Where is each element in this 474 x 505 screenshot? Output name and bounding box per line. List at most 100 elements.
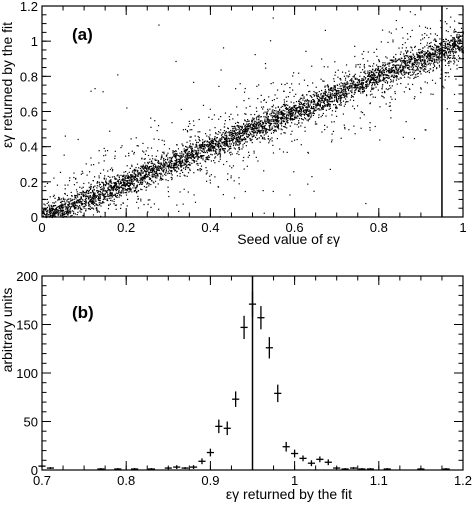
scatter-point bbox=[268, 120, 270, 122]
scatter-point bbox=[310, 101, 313, 103]
scatter-point bbox=[434, 51, 436, 53]
scatter-point bbox=[415, 76, 417, 78]
scatter-point bbox=[303, 96, 305, 98]
scatter-point bbox=[96, 211, 99, 213]
scatter-point bbox=[266, 112, 268, 115]
scatter-point bbox=[152, 158, 154, 160]
scatter-point bbox=[119, 183, 121, 185]
scatter-point bbox=[149, 177, 151, 179]
scatter-point bbox=[144, 153, 147, 155]
scatter-point bbox=[240, 126, 242, 128]
scatter-point bbox=[351, 88, 353, 90]
scatter-point bbox=[237, 135, 240, 137]
scatter-point bbox=[275, 118, 277, 121]
scatter-point bbox=[69, 208, 71, 210]
scatter-point bbox=[229, 132, 231, 134]
scatter-point bbox=[238, 144, 240, 146]
scatter-point bbox=[256, 132, 258, 135]
scatter-point bbox=[43, 203, 45, 205]
scatter-point bbox=[276, 123, 278, 125]
scatter-point bbox=[431, 52, 434, 54]
scatter-point bbox=[143, 166, 146, 168]
scatter-point bbox=[283, 105, 285, 107]
scatter-point bbox=[445, 52, 448, 54]
scatter-point bbox=[77, 202, 79, 204]
scatter-point bbox=[308, 106, 310, 108]
scatter-point bbox=[438, 52, 440, 55]
scatter-point bbox=[362, 57, 364, 60]
scatter-point bbox=[182, 167, 185, 169]
scatter-point bbox=[273, 120, 275, 122]
scatter-point bbox=[302, 107, 304, 109]
scatter-point bbox=[267, 121, 269, 123]
scatter-point bbox=[62, 200, 64, 203]
scatter-point bbox=[75, 204, 77, 206]
scatter-point bbox=[271, 123, 273, 125]
scatter-point bbox=[202, 155, 204, 157]
scatter-point bbox=[225, 144, 228, 146]
scatter-point bbox=[154, 158, 156, 160]
scatter-point bbox=[432, 70, 434, 72]
scatter-point bbox=[343, 95, 346, 97]
scatter-point bbox=[425, 62, 427, 64]
scatter-point bbox=[298, 117, 301, 120]
scatter-point bbox=[436, 46, 438, 48]
scatter-point bbox=[461, 51, 463, 53]
scatter-point bbox=[308, 91, 310, 93]
scatter-point bbox=[148, 166, 151, 168]
scatter-point bbox=[102, 185, 105, 187]
scatter-point bbox=[316, 95, 318, 97]
scatter-point bbox=[323, 95, 325, 97]
scatter-point bbox=[438, 64, 441, 67]
scatter-point bbox=[369, 65, 371, 67]
scatter-point bbox=[199, 143, 201, 146]
scatter-point bbox=[366, 86, 368, 88]
scatter-point bbox=[367, 70, 369, 72]
scatter-point bbox=[131, 191, 133, 193]
scatter-point bbox=[280, 110, 282, 112]
scatter-point bbox=[107, 182, 109, 184]
scatter-point bbox=[248, 134, 251, 136]
scatter-point bbox=[438, 58, 440, 60]
scatter-point bbox=[141, 150, 144, 152]
scatter-point bbox=[171, 160, 173, 163]
scatter-point bbox=[442, 85, 444, 87]
scatter-point bbox=[270, 119, 272, 121]
scatter-point bbox=[292, 115, 294, 117]
scatter-point bbox=[387, 69, 390, 72]
scatter-point bbox=[323, 98, 326, 100]
scatter-point bbox=[154, 172, 156, 174]
scatter-point bbox=[312, 111, 314, 113]
scatter-point bbox=[307, 114, 309, 116]
scatter-point bbox=[255, 117, 258, 119]
scatter-point bbox=[314, 121, 317, 123]
scatter-point bbox=[378, 71, 380, 73]
scatter-point bbox=[426, 42, 429, 44]
scatter-point bbox=[251, 127, 253, 129]
scatter-point bbox=[332, 130, 335, 133]
scatter-point bbox=[300, 109, 303, 111]
scatter-point bbox=[328, 103, 330, 106]
scatter-point bbox=[207, 155, 210, 157]
scatter-point bbox=[447, 61, 450, 63]
scatter-point bbox=[434, 54, 436, 56]
scatter-point bbox=[237, 139, 239, 141]
scatter-point bbox=[241, 139, 243, 141]
scatter-point bbox=[304, 102, 306, 104]
scatter-point bbox=[218, 160, 220, 163]
scatter-point bbox=[411, 83, 414, 86]
scatter-point bbox=[150, 126, 152, 128]
scatter-point bbox=[415, 59, 417, 62]
scatter-point bbox=[125, 174, 127, 177]
scatter-point bbox=[82, 195, 84, 198]
scatter-point bbox=[187, 157, 189, 160]
scatter-point bbox=[355, 89, 357, 91]
scatter-point bbox=[203, 141, 205, 143]
scatter-point bbox=[280, 120, 283, 122]
scatter-point bbox=[210, 174, 212, 176]
scatter-point bbox=[334, 86, 337, 88]
scatter-point bbox=[232, 126, 234, 128]
scatter-point bbox=[275, 113, 277, 115]
scatter-point bbox=[309, 113, 311, 115]
scatter-point bbox=[171, 166, 173, 168]
